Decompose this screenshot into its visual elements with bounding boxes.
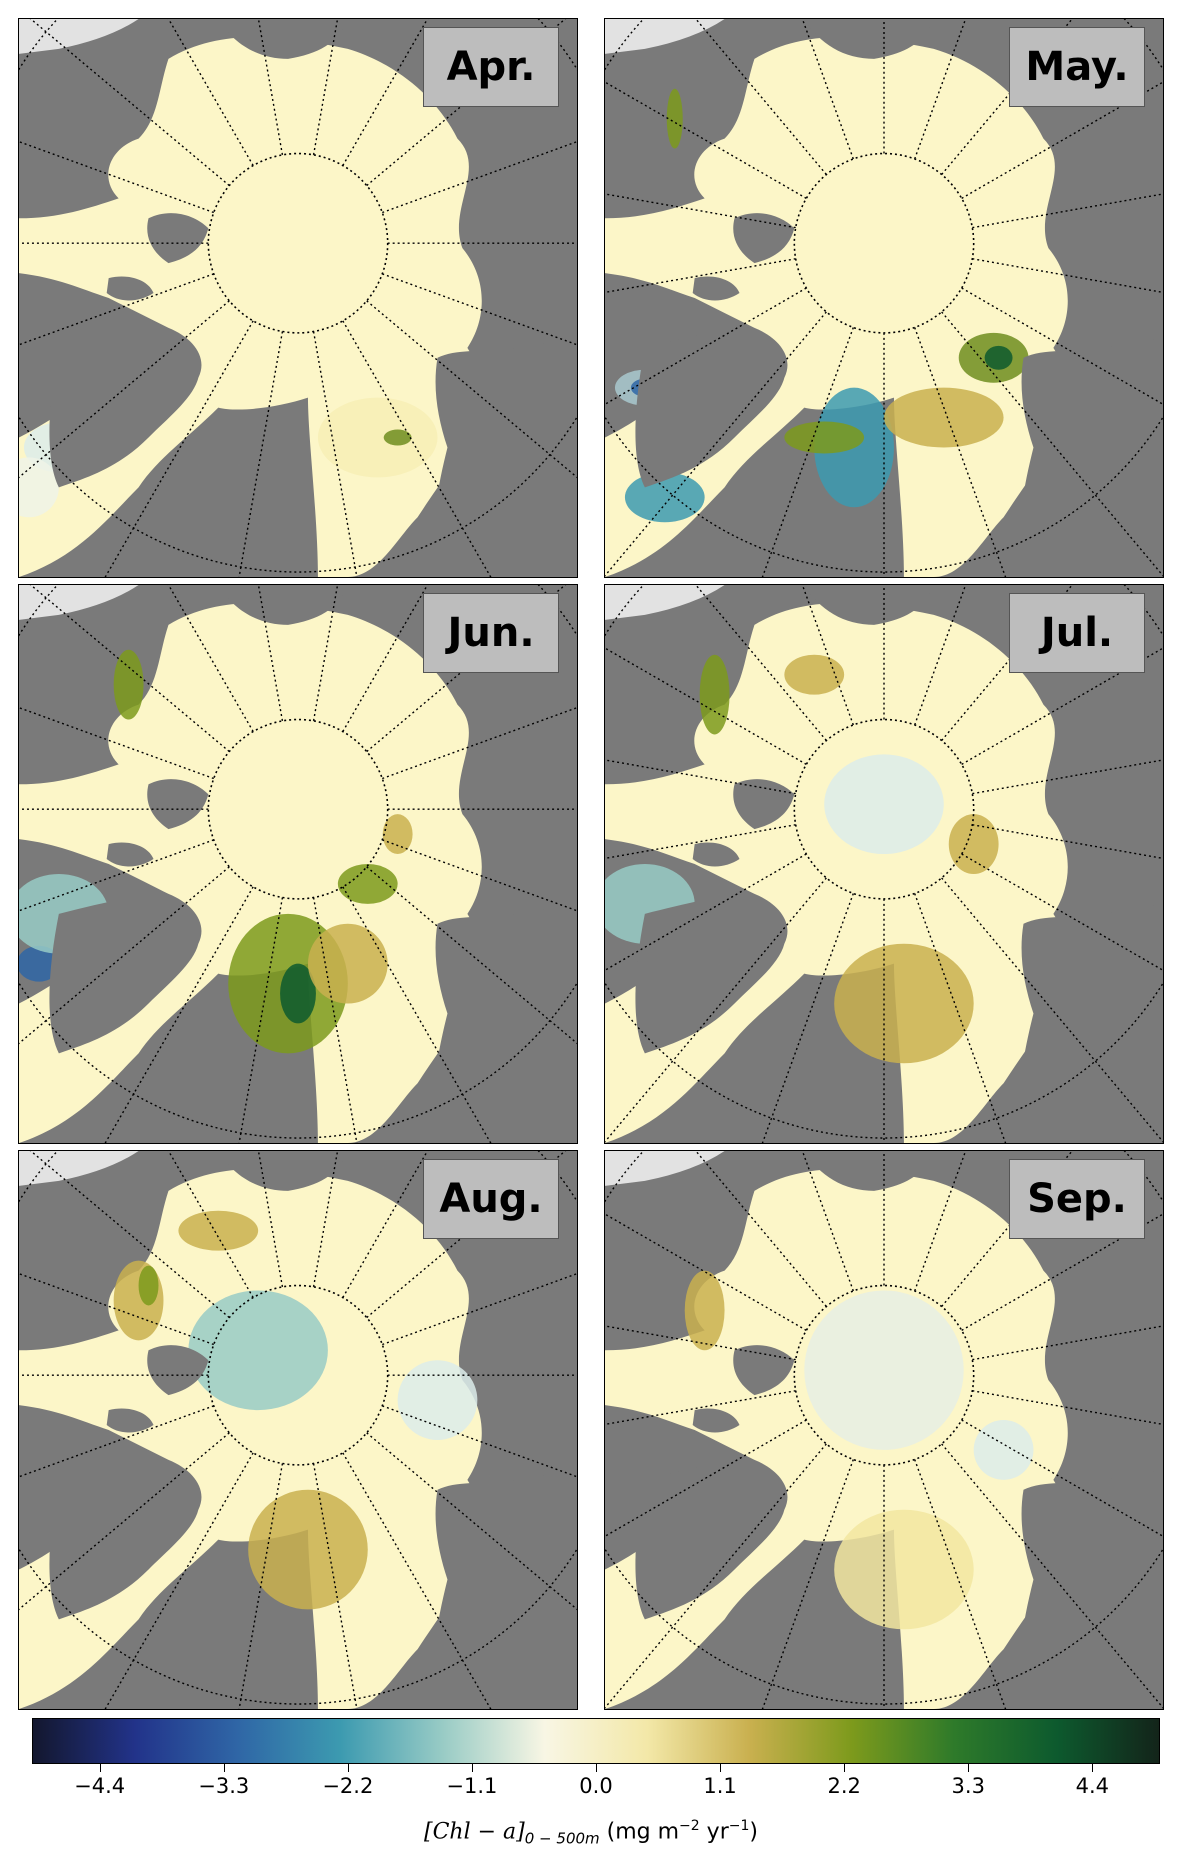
label-exponent: −2 xyxy=(679,1818,700,1834)
land-mass xyxy=(49,19,577,577)
colorbar-tick xyxy=(223,1764,225,1772)
land-mass xyxy=(49,585,577,1143)
month-label: Aug. xyxy=(423,1159,559,1239)
colorbar-tick-label: 1.1 xyxy=(703,1774,737,1798)
arctic-map xyxy=(19,1151,577,1709)
colorbar-tick-label: −1.1 xyxy=(446,1774,498,1798)
colorbar-tick xyxy=(99,1764,101,1772)
label-subscript: 0 − 500m xyxy=(524,1829,600,1848)
month-label: Apr. xyxy=(423,27,559,107)
label-variable: [Chl − a] xyxy=(424,1819,525,1845)
colorbar-tick xyxy=(968,1764,970,1772)
colorbar-tick xyxy=(844,1764,846,1772)
arctic-map xyxy=(605,585,1163,1143)
map-panel-aug: Aug. xyxy=(18,1150,578,1710)
colorbar-tick xyxy=(596,1764,597,1772)
land-mass xyxy=(635,19,1163,577)
colorbar-tick-label: 2.2 xyxy=(827,1774,861,1798)
label-units: (mg m xyxy=(599,1819,680,1845)
label-close: ) xyxy=(749,1819,758,1845)
colorbar xyxy=(32,1718,1160,1764)
colorbar-tick-label: 4.4 xyxy=(1075,1774,1110,1798)
arctic-map xyxy=(19,19,577,577)
month-label: May. xyxy=(1009,27,1145,107)
month-label: Jul. xyxy=(1009,593,1145,673)
land-mass xyxy=(635,585,1163,1143)
month-label: Sep. xyxy=(1009,1159,1145,1239)
colorbar-tick-label: 0.0 xyxy=(579,1774,613,1798)
arctic-map xyxy=(19,585,577,1143)
map-panel-apr: Apr. xyxy=(18,18,578,578)
land-mass xyxy=(49,1151,577,1709)
month-label: Jun. xyxy=(423,593,559,673)
label-units-time: yr xyxy=(699,1819,729,1845)
map-panel-may: May. xyxy=(604,18,1164,578)
map-panel-jun: Jun. xyxy=(18,584,578,1144)
map-panel-jul: Jul. xyxy=(604,584,1164,1144)
colorbar-tick-label: −3.3 xyxy=(198,1774,250,1798)
colorbar-tick xyxy=(347,1764,349,1772)
land-mass xyxy=(635,1151,1163,1709)
colorbar-tick-label: −4.4 xyxy=(74,1774,126,1798)
colorbar-label: [Chl − a]0 − 500m (mg m−2 yr−1) xyxy=(0,1818,1182,1848)
map-panel-sep: Sep. xyxy=(604,1150,1164,1710)
colorbar-tick-label: 3.3 xyxy=(951,1774,985,1798)
label-exponent: −1 xyxy=(728,1818,750,1834)
arctic-map xyxy=(605,1151,1163,1709)
colorbar-tick xyxy=(1092,1764,1094,1772)
colorbar-tick xyxy=(720,1764,722,1772)
colorbar-tick xyxy=(471,1764,473,1772)
colorbar-tick-label: −2.2 xyxy=(322,1774,374,1798)
arctic-map xyxy=(605,19,1163,577)
